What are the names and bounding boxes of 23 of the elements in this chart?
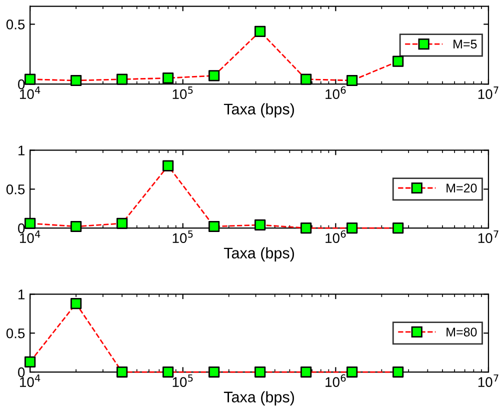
y-tick-label: 0.5 [6,184,25,194]
x-tick-label: 10$^{7}$ [478,374,498,387]
x-axis-title: Taxa (bps) [224,247,294,262]
legend-label: M=80 [446,328,477,336]
y-tick-label: 0.5 [6,328,25,338]
y-tick-label: 0 [18,79,25,90]
x-tick-label: 10$^{5}$ [172,230,193,244]
x-tick-label: 10$^{6}$ [326,86,346,100]
x-axis-title: Taxa (bps) [224,391,294,406]
x-tick-label: 10$^{5}$ [172,374,193,387]
x-tick-label: 10$^{7}$ [478,86,498,100]
y-tick-label: 0.5 [6,20,25,30]
legend-label: M=5 [454,40,477,49]
x-axis-title: Taxa (bps) [224,103,294,118]
x-tick-label: 10$^{7}$ [478,230,498,244]
x-tick-label: 10$^{5}$ [172,86,193,100]
x-tick-label: 10$^{6}$ [326,374,346,387]
y-tick-label: 0 [18,223,25,234]
legend-label: M=20 [446,184,477,192]
y-tick-label: 1 [18,290,25,300]
y-tick-label: 0 [18,367,25,378]
y-tick-label: 1 [18,146,25,156]
x-tick-label: 10$^{6}$ [326,230,346,244]
